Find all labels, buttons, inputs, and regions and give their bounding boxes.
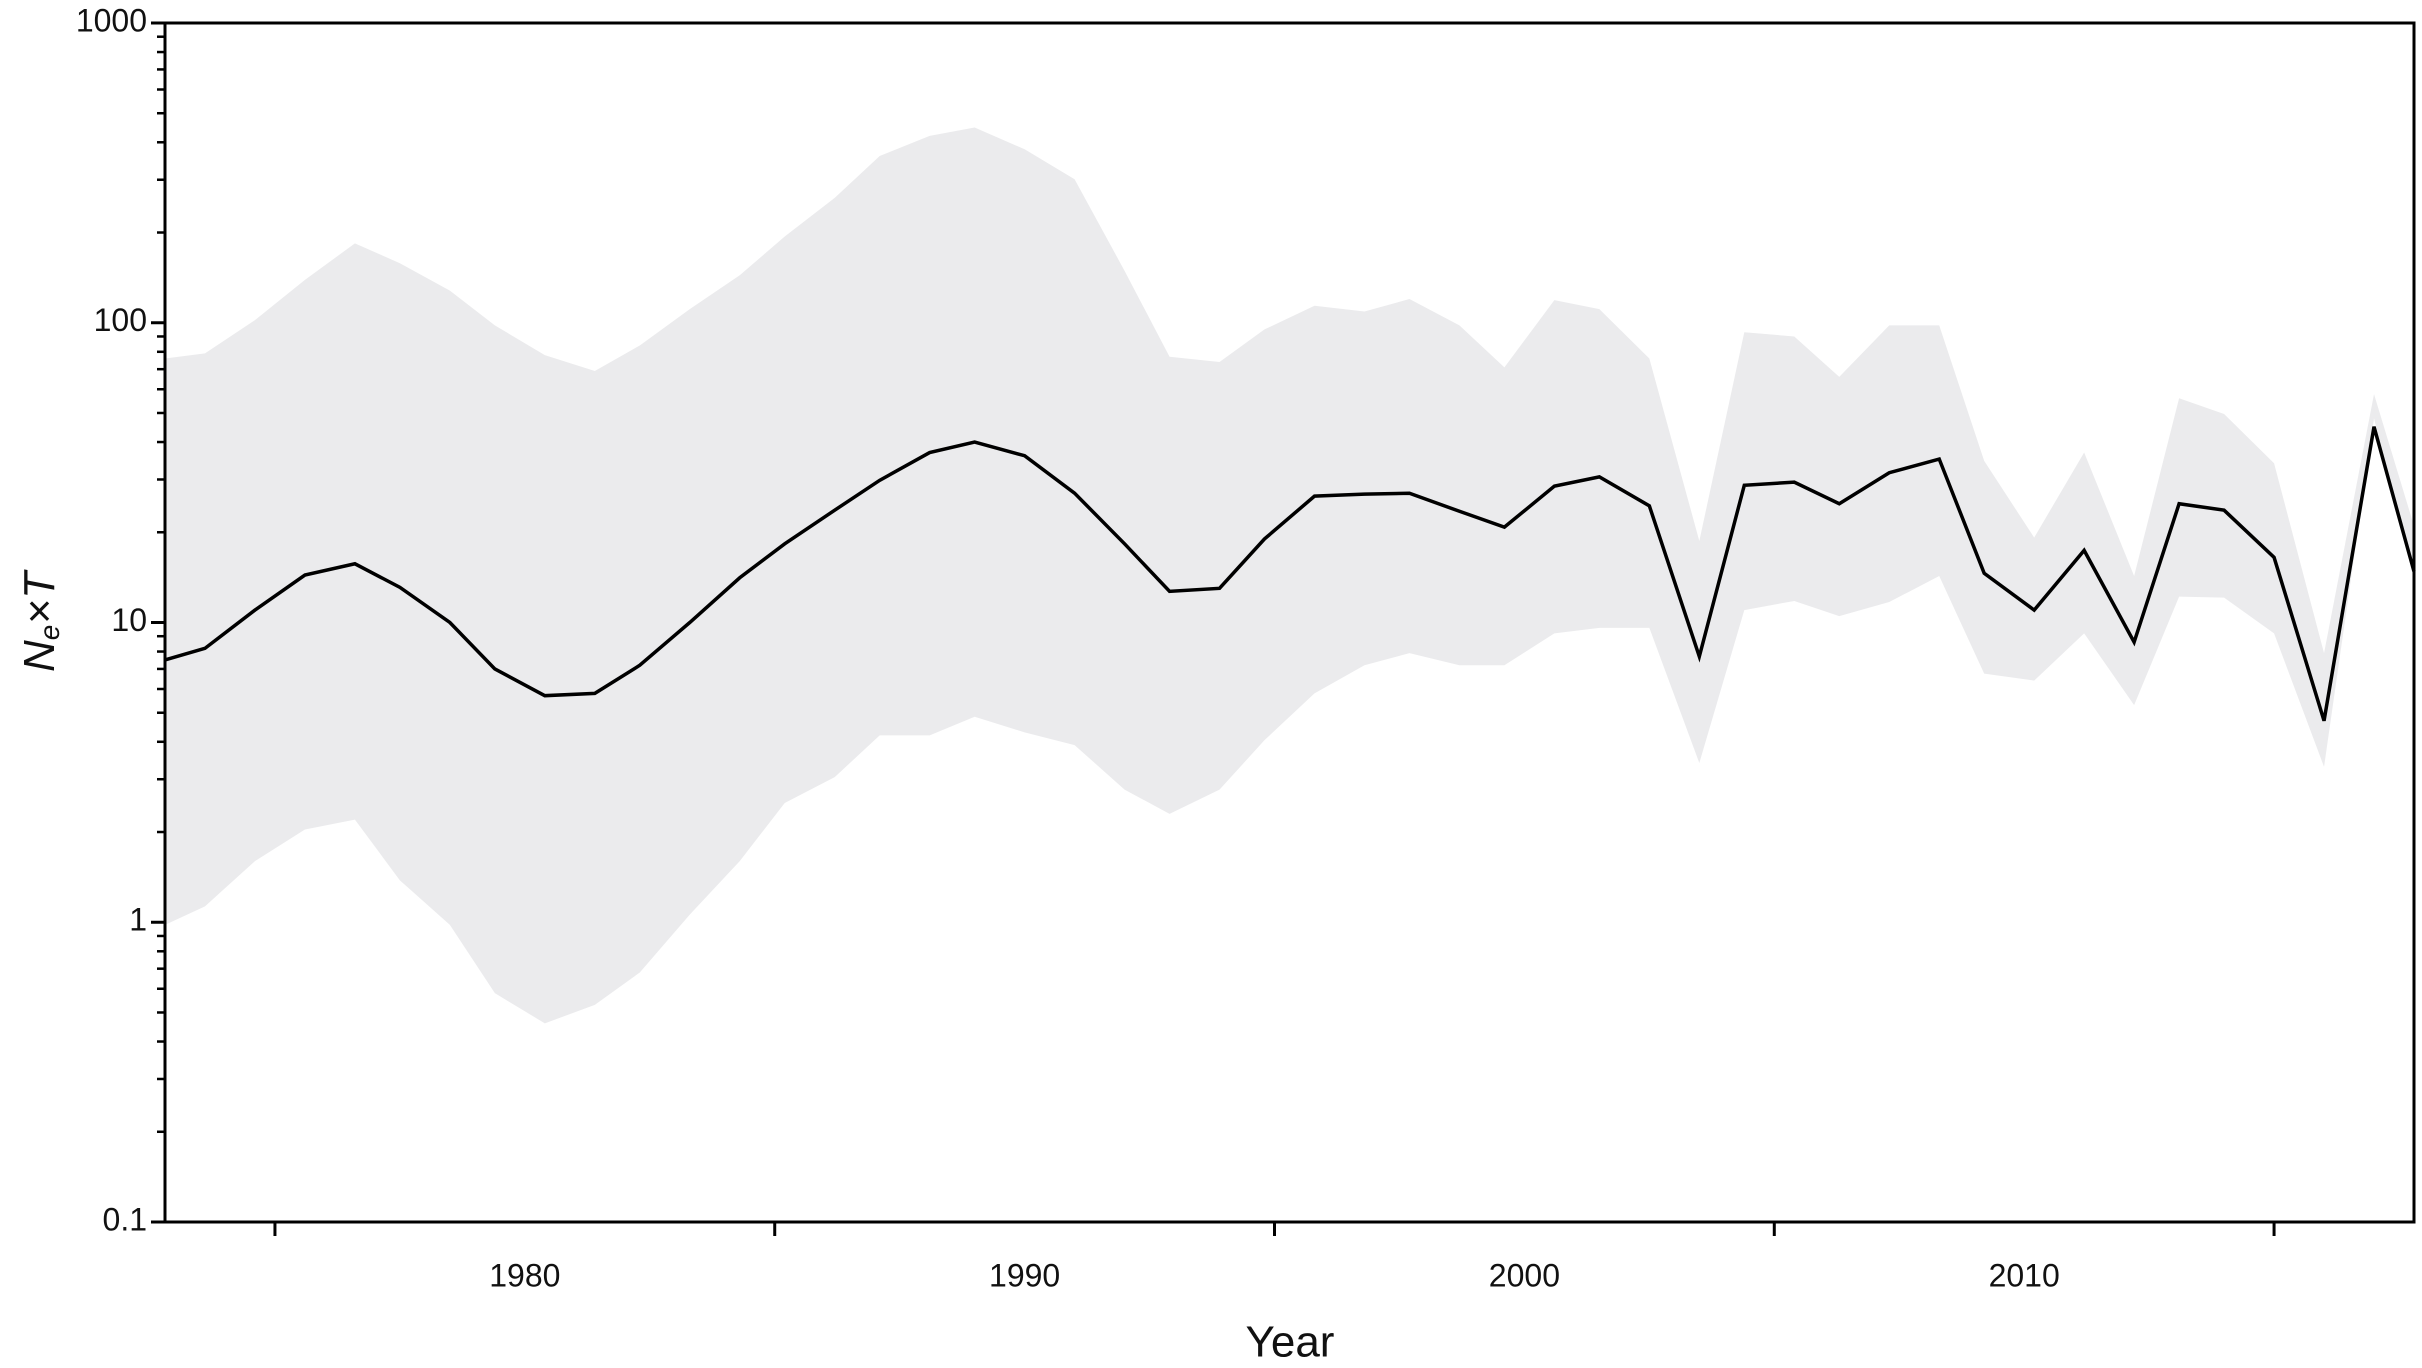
confidence-band [165, 127, 2414, 1024]
y-label-rest: ×T [15, 569, 64, 625]
x-tick-label: 2000 [1489, 1257, 1560, 1293]
x-axis-label: Year [1246, 1318, 1335, 1367]
y-label-base: N [15, 640, 64, 672]
x-tick-label: 1990 [989, 1257, 1060, 1293]
y-tick-label: 10 [111, 602, 147, 638]
y-axis-label: Ne×T [15, 569, 66, 672]
x-tick-label: 1980 [489, 1257, 560, 1293]
y-tick-label: 1000 [76, 2, 147, 38]
y-tick-label: 1 [129, 902, 147, 938]
y-tick-label: 0.1 [103, 1201, 147, 1237]
x-tick-label: 2010 [1989, 1257, 2060, 1293]
y-tick-label: 100 [94, 302, 147, 338]
y-label-sub: e [34, 625, 65, 641]
median-line [164, 426, 2416, 722]
